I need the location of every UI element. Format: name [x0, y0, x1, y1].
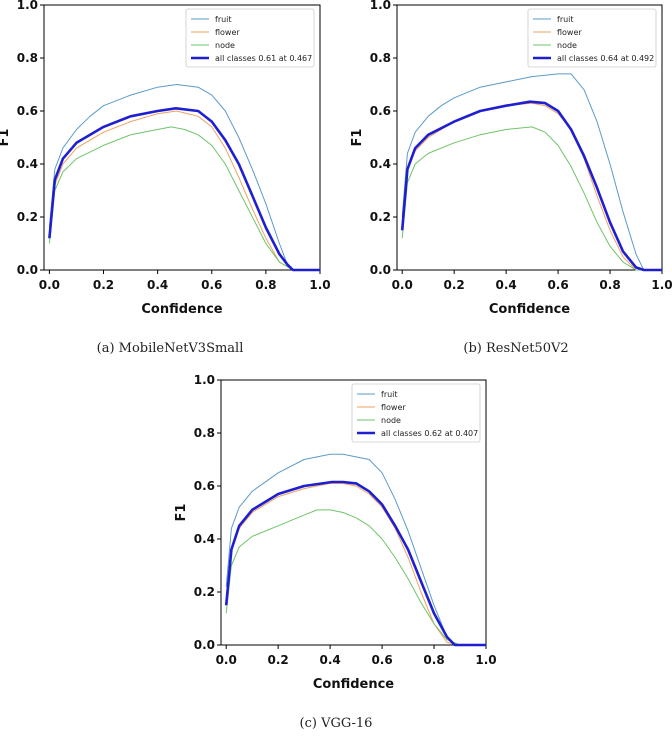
y-tick-label: 0.4	[370, 157, 391, 171]
legend-label-all: all classes 0.62 at 0.407	[381, 429, 478, 438]
y-tick-label: 0.2	[194, 585, 215, 599]
x-tick-label: 0.0	[216, 653, 237, 667]
x-tick-label: 0.6	[201, 278, 222, 292]
x-tick-label: 0.6	[547, 278, 568, 292]
x-tick-label: 0.0	[39, 278, 60, 292]
legend-label-fruit: fruit	[215, 15, 232, 24]
y-tick-label: 0.8	[194, 426, 215, 440]
series-line-fruit	[48, 84, 320, 271]
y-tick-label: 0.0	[17, 263, 38, 277]
series-line-fruit	[401, 73, 662, 271]
series-line-node	[225, 509, 486, 646]
series-line-all	[400, 100, 662, 272]
legend-label-flower: flower	[557, 28, 582, 37]
y-tick-label: 1.0	[194, 373, 215, 387]
figure-caption: (b) ResNet50V2	[463, 341, 568, 356]
series-line-flower	[225, 482, 486, 646]
series-line-flower	[48, 110, 320, 271]
y-axis-label: F1	[350, 129, 365, 147]
y-tick-label: 0.6	[194, 479, 215, 493]
y-tick-label: 1.0	[370, 0, 391, 12]
figure-caption: (a) MobileNetV3Small	[97, 341, 244, 356]
y-tick-label: 0.6	[370, 104, 391, 118]
y-tick-label: 0.6	[17, 104, 38, 118]
series-line-all	[224, 480, 486, 647]
x-tick-label: 0.2	[444, 278, 465, 292]
x-tick-label: 1.0	[651, 278, 672, 292]
x-tick-label: 0.8	[599, 278, 620, 292]
panel-mobilenetv3small: 0.0 0.2 0.4 0.6 0.8 1.0 0.0 0.2 0.4 0.6 0.8 1.0 Conf…	[0, 0, 331, 356]
y-tick-label: 0.4	[17, 157, 38, 171]
plot-frame	[396, 4, 663, 271]
legend-box	[185, 8, 315, 68]
x-axis-label: Confidence	[313, 677, 394, 692]
x-tick-label: 0.8	[255, 278, 276, 292]
panel-vgg16: 0.0 0.2 0.4 0.6 0.8 1.0 0.0 0.2 0.4 0.6 0.8 1.0 Conf…	[174, 373, 497, 731]
legend-label-node: node	[381, 416, 401, 425]
x-tick-label: 0.6	[371, 653, 392, 667]
x-tick-label: 0.4	[495, 278, 516, 292]
legend-box	[527, 8, 657, 68]
y-tick-label: 0.8	[17, 51, 38, 65]
series-line-flower	[401, 102, 662, 271]
legend-box	[351, 383, 481, 443]
series-line-node	[401, 126, 662, 271]
x-tick-label: 1.0	[475, 653, 496, 667]
y-tick-label: 0.2	[370, 210, 391, 224]
series-line-fruit	[225, 453, 486, 646]
x-tick-label: 0.4	[319, 653, 340, 667]
legend-label-flower: flower	[381, 403, 406, 412]
plot-frame	[220, 379, 487, 646]
y-tick-label: 0.0	[370, 263, 391, 277]
x-tick-label: 0.8	[423, 653, 444, 667]
plot-frame	[43, 4, 321, 271]
figure-caption: (c) VGG-16	[300, 716, 373, 731]
y-tick-label: 0.2	[17, 210, 38, 224]
legend-label-flower: flower	[215, 28, 240, 37]
x-tick-label: 0.2	[93, 278, 114, 292]
legend-label-all: all classes 0.61 at 0.467	[215, 54, 312, 63]
y-tick-label: 0.4	[194, 532, 215, 546]
x-tick-label: 0.4	[147, 278, 168, 292]
legend-label-node: node	[215, 41, 235, 50]
x-tick-label: 0.2	[268, 653, 289, 667]
panel-resnet50v2: 0.0 0.2 0.4 0.6 0.8 1.0 0.0 0.2 0.4 0.6 0.8 1.0 Conf…	[350, 0, 672, 356]
legend-label-all: all classes 0.64 at 0.492	[557, 54, 654, 63]
legend-label-node: node	[557, 41, 577, 50]
y-axis-label: F1	[174, 504, 189, 522]
y-tick-label: 1.0	[17, 0, 38, 12]
legend-label-fruit: fruit	[381, 390, 398, 399]
series-line-all	[48, 107, 320, 272]
y-tick-label: 0.8	[370, 51, 391, 65]
series-line-node	[48, 126, 320, 271]
x-axis-label: Confidence	[141, 302, 222, 317]
legend-label-fruit: fruit	[557, 15, 574, 24]
y-axis-label: F1	[0, 129, 12, 147]
x-tick-label: 1.0	[309, 278, 330, 292]
y-tick-label: 0.0	[194, 638, 215, 652]
x-tick-label: 0.0	[392, 278, 413, 292]
x-axis-label: Confidence	[489, 302, 570, 317]
